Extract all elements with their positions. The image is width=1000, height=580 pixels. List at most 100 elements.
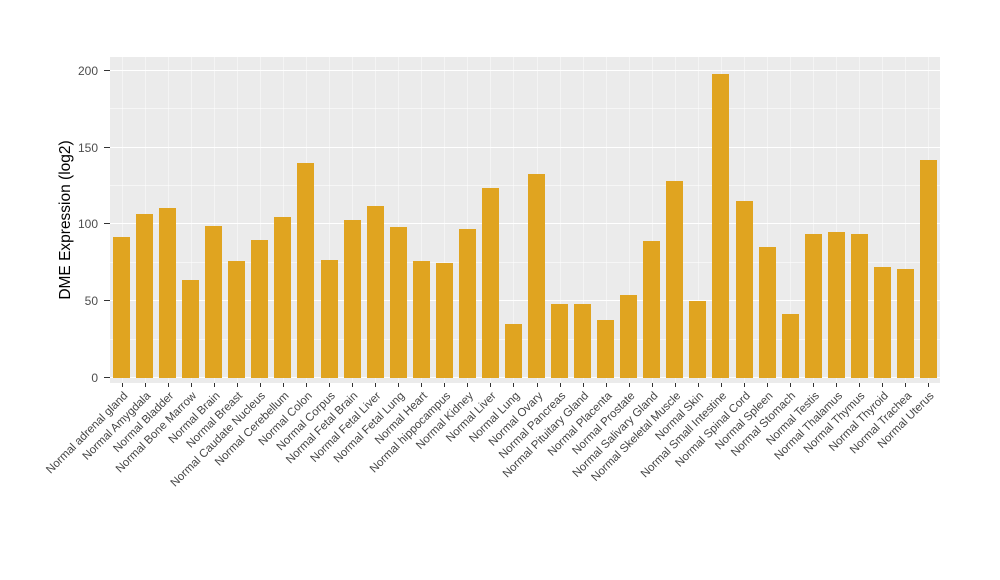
y-tick-mark xyxy=(104,146,110,148)
bar xyxy=(574,304,592,378)
bar xyxy=(320,259,338,378)
x-tick-mark xyxy=(928,383,930,387)
bar xyxy=(366,205,384,378)
gridline-minor xyxy=(110,338,940,340)
x-tick-mark xyxy=(352,383,354,387)
x-tick-mark xyxy=(375,383,377,387)
y-tick-label: 150 xyxy=(77,140,98,155)
v-gridline xyxy=(790,57,792,383)
x-tick-mark xyxy=(813,383,815,387)
x-tick-mark xyxy=(697,383,699,387)
bar xyxy=(412,261,430,378)
y-tick-mark xyxy=(104,377,110,378)
x-tick-mark xyxy=(582,383,584,387)
bar xyxy=(551,304,569,378)
bar xyxy=(919,159,937,378)
x-tick-mark xyxy=(167,383,169,387)
bar xyxy=(481,187,499,378)
gridline-minor xyxy=(110,185,940,187)
bar xyxy=(528,173,546,378)
x-tick-mark xyxy=(767,383,769,387)
bar xyxy=(689,301,707,378)
bar xyxy=(504,324,522,378)
plot-panel xyxy=(110,57,940,383)
x-tick-mark xyxy=(744,383,746,387)
bar xyxy=(251,239,269,378)
bar xyxy=(597,319,615,378)
x-tick-mark xyxy=(859,383,861,387)
v-gridline xyxy=(329,57,331,383)
x-tick-mark xyxy=(121,383,123,387)
x-tick-mark xyxy=(144,383,146,387)
bar xyxy=(182,279,200,378)
x-tick-marks xyxy=(110,383,940,388)
v-gridline xyxy=(213,57,215,383)
bar xyxy=(205,225,223,378)
bar xyxy=(850,233,868,378)
y-tick-label: 50 xyxy=(84,294,98,309)
gridline-major xyxy=(110,377,940,378)
v-gridline xyxy=(859,57,861,383)
x-tick-mark xyxy=(213,383,215,387)
bar xyxy=(274,216,292,378)
v-gridline xyxy=(697,57,699,383)
v-gridline xyxy=(905,57,907,383)
gridline-major xyxy=(110,69,940,71)
bar xyxy=(643,241,661,378)
bar xyxy=(873,267,891,378)
y-tick-mark xyxy=(104,223,110,225)
x-tick-mark xyxy=(190,383,192,387)
x-tick-mark xyxy=(605,383,607,387)
bar xyxy=(620,295,638,378)
y-tick-mark xyxy=(104,300,110,302)
x-tick-mark xyxy=(444,383,446,387)
v-gridline xyxy=(882,57,884,383)
x-tick-mark xyxy=(720,383,722,387)
v-gridline xyxy=(651,57,653,383)
x-tick-mark xyxy=(329,383,331,387)
bar xyxy=(159,207,177,378)
y-tick-marks xyxy=(104,57,110,383)
v-gridline xyxy=(421,57,423,383)
bar xyxy=(228,261,246,378)
v-gridline xyxy=(236,57,238,383)
x-tick-mark xyxy=(490,383,492,387)
bar xyxy=(735,201,753,378)
gridline-minor xyxy=(110,108,940,110)
x-tick-mark xyxy=(536,383,538,387)
bar xyxy=(458,229,476,378)
x-tick-mark xyxy=(236,383,238,387)
v-gridline xyxy=(605,57,607,383)
v-gridline xyxy=(582,57,584,383)
v-gridline xyxy=(121,57,123,383)
y-tick-mark xyxy=(104,69,110,71)
v-gridline xyxy=(559,57,561,383)
x-tick-mark xyxy=(628,383,630,387)
x-tick-mark xyxy=(790,383,792,387)
y-tick-label: 200 xyxy=(77,63,98,78)
x-tick-mark xyxy=(467,383,469,387)
v-gridline xyxy=(836,57,838,383)
x-tick-mark xyxy=(513,383,515,387)
x-tick-mark xyxy=(282,383,284,387)
x-tick-mark xyxy=(559,383,561,387)
x-tick-mark xyxy=(651,383,653,387)
bar xyxy=(297,162,315,378)
x-tick-mark xyxy=(305,383,307,387)
gridline-major xyxy=(110,146,940,148)
bar xyxy=(758,247,776,378)
x-tick-mark xyxy=(421,383,423,387)
v-gridline xyxy=(813,57,815,383)
bar xyxy=(435,262,453,378)
x-tick-mark xyxy=(674,383,676,387)
bar xyxy=(389,227,407,378)
x-tick-mark xyxy=(836,383,838,387)
y-tick-label: 0 xyxy=(91,371,98,385)
v-gridline xyxy=(259,57,261,383)
v-gridline xyxy=(767,57,769,383)
x-tick-mark xyxy=(398,383,400,387)
bar xyxy=(804,233,822,378)
v-gridline xyxy=(398,57,400,383)
gridline-major xyxy=(110,300,940,302)
